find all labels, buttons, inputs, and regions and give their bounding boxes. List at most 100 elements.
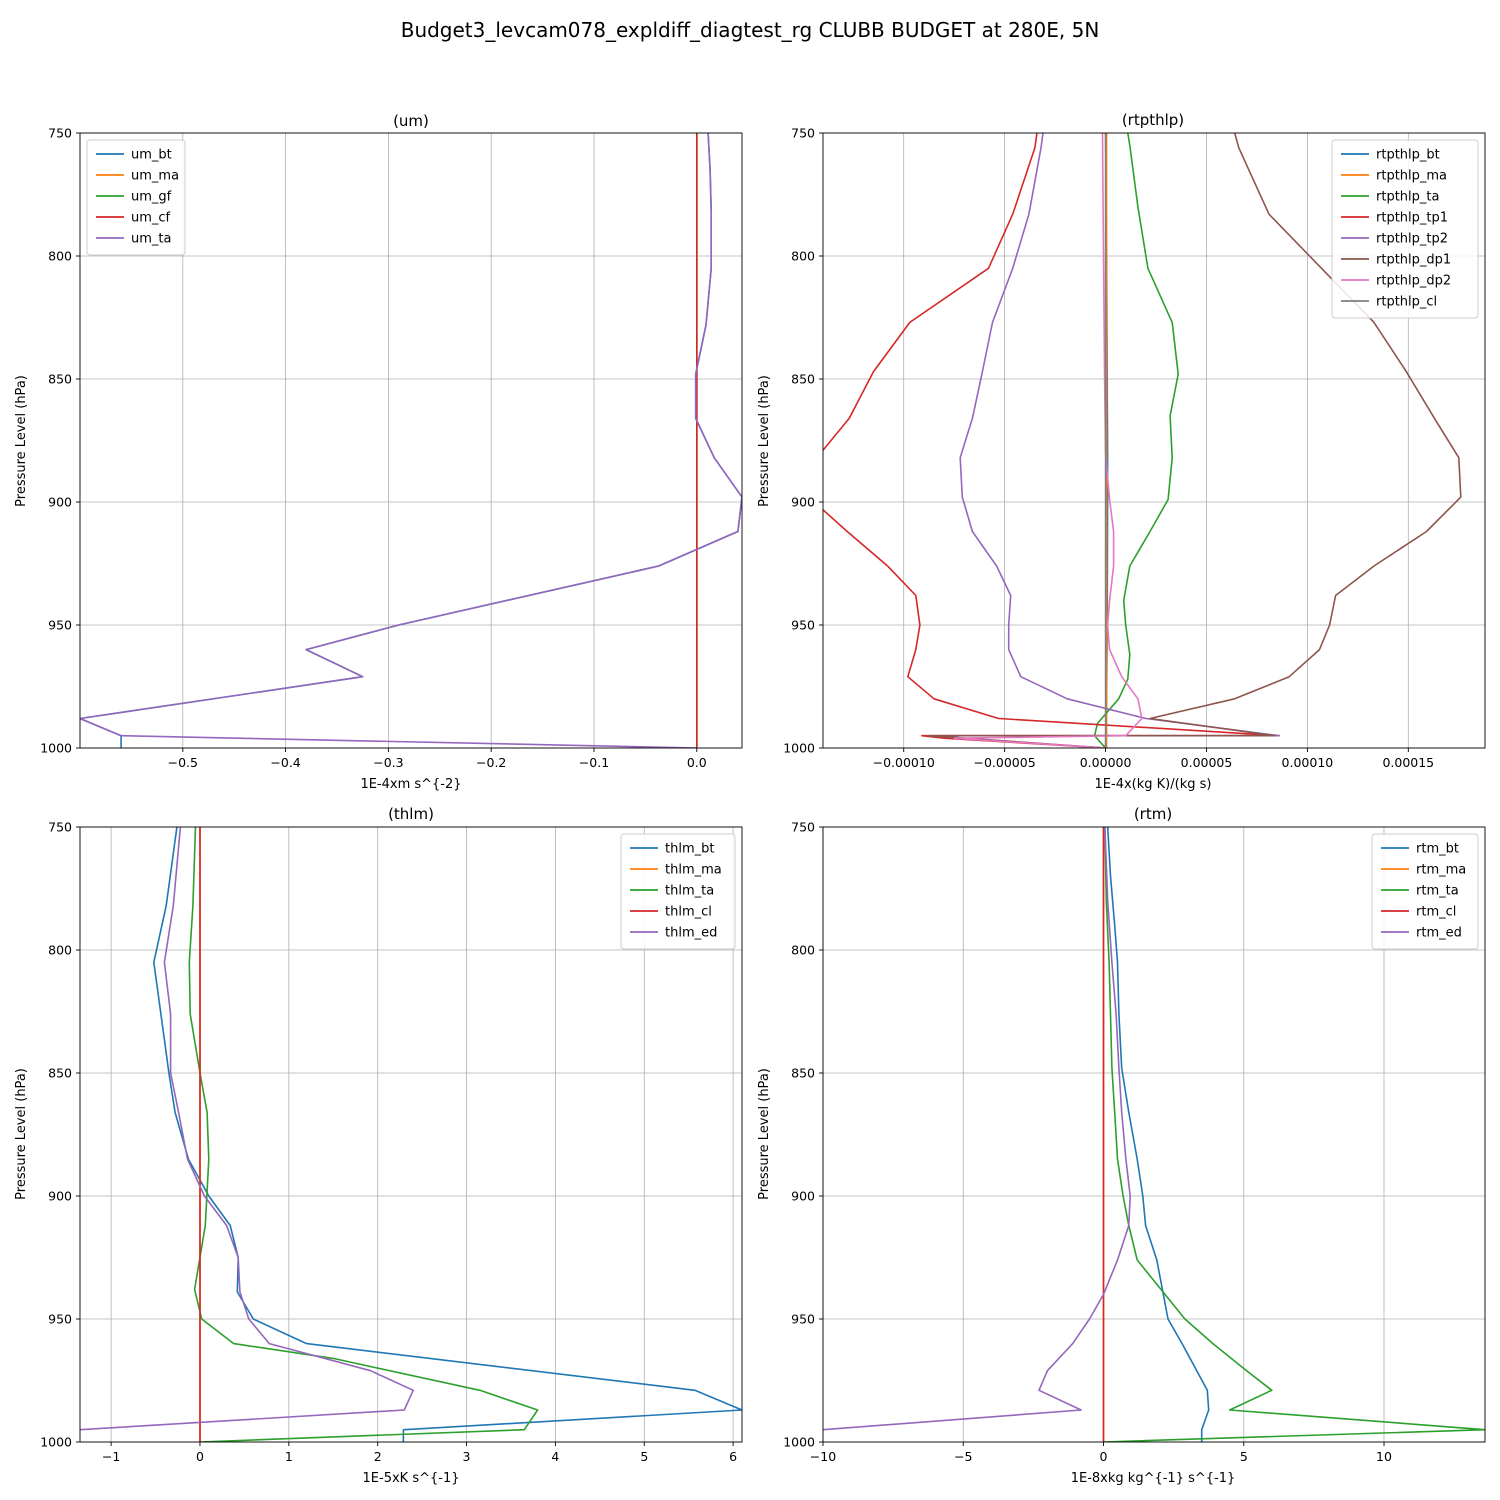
y-tick-label: 750 (791, 126, 815, 141)
x-axis-label: 1E-5xK s^{-1} (363, 1471, 460, 1486)
series-line-thlm_bt (153, 827, 742, 1442)
legend-label: rtpthlp_tp1 (1376, 211, 1448, 226)
legend-label: um_bt (131, 148, 172, 163)
legend-box (620, 833, 736, 950)
axes-frame (822, 826, 1486, 1443)
y-tick-label: 900 (791, 1189, 815, 1204)
y-tick-label: 850 (791, 1066, 815, 1081)
x-tick-label: 0.00015 (1382, 755, 1434, 770)
legend-label: rtpthlp_tp2 (1376, 232, 1448, 247)
legend-label: thlm_bt (665, 842, 714, 857)
y-tick-label: 1000 (783, 741, 815, 756)
legend: rtm_bt rtm_ma rtm_ta rtm_cl rtm_ed (1371, 833, 1479, 950)
x-tick-label: −5 (954, 1449, 972, 1464)
legend-label: um_ma (131, 169, 179, 184)
legend-label: um_ta (131, 232, 171, 247)
x-tick-label: 6 (729, 1449, 737, 1464)
legend-label: thlm_ma (665, 863, 722, 878)
legend-label: thlm_ta (665, 884, 714, 899)
y-tick-label: 950 (791, 618, 815, 633)
x-tick-label: −0.2 (476, 755, 506, 770)
x-tick-label: 10 (1376, 1449, 1392, 1464)
y-axis-label: Pressure Level (hPa) (757, 375, 772, 507)
x-tick-label: 0.0 (687, 755, 707, 770)
x-tick-label: 5 (1240, 1449, 1248, 1464)
series-line-rtpthlp_tp1 (823, 133, 1280, 748)
panel-rtm: (rtm) 1E-8xkg kg^{-1} s^{-1} Pressure Le… (757, 805, 1486, 1486)
legend: thlm_bt thlm_ma thlm_ta thlm_cl thlm_ed (620, 833, 736, 950)
x-tick-label: −0.5 (168, 755, 198, 770)
y-tick-label: 750 (48, 820, 72, 835)
axes-frame (79, 826, 743, 1443)
y-tick-label: 800 (791, 943, 815, 958)
x-tick-label: −1 (102, 1449, 120, 1464)
panel-um: (um) 1E-4xm s^{-2} Pressure Level (hPa) … (14, 112, 743, 792)
x-tick-label: 0.00010 (1282, 755, 1334, 770)
x-tick-label: 4 (551, 1449, 559, 1464)
legend-label: um_gf (131, 190, 172, 205)
y-tick-label: 950 (48, 618, 72, 633)
x-tick-label: −10 (810, 1449, 836, 1464)
panel-title: (rtpthlp) (1122, 111, 1184, 129)
legend-label: thlm_cl (665, 905, 712, 920)
y-tick-label: 800 (48, 249, 72, 264)
series-group (80, 133, 742, 748)
legend-label: thlm_ed (665, 926, 717, 941)
panel-rtpthlp: (rtpthlp) 1E-4x(kg K)/(kg s) Pressure Le… (757, 111, 1486, 792)
y-tick-label: 800 (791, 249, 815, 264)
legend-label: rtm_ed (1416, 926, 1462, 941)
panel-title: (um) (393, 112, 429, 130)
y-axis-label: Pressure Level (hPa) (757, 1068, 772, 1200)
x-tick-label: −0.1 (579, 755, 609, 770)
legend: rtpthlp_bt rtpthlp_ma rtpthlp_ta rtpthlp_tp… (1331, 139, 1479, 319)
y-tick-label: 900 (48, 1189, 72, 1204)
y-tick-label: 750 (791, 820, 815, 835)
legend-label: rtpthlp_cl (1376, 295, 1437, 310)
x-tick-label: 1 (285, 1449, 293, 1464)
y-tick-label: 850 (791, 372, 815, 387)
y-tick-label: 950 (791, 1312, 815, 1327)
y-tick-label: 1000 (40, 1435, 72, 1450)
x-tick-label: 0.00000 (1080, 755, 1132, 770)
y-tick-label: 1000 (783, 1435, 815, 1450)
x-tick-label: 0 (196, 1449, 204, 1464)
y-tick-label: 850 (48, 1066, 72, 1081)
figure-title: Budget3_levcam078_expldiff_diagtest_rg C… (401, 18, 1100, 42)
grid (80, 826, 742, 1443)
x-axis-label: 1E-8xkg kg^{-1} s^{-1} (1071, 1471, 1236, 1486)
x-tick-label: 5 (640, 1449, 648, 1464)
x-axis-label: 1E-4x(kg K)/(kg s) (1095, 777, 1212, 792)
y-axis-label: Pressure Level (hPa) (14, 1068, 29, 1200)
x-tick-label: −0.4 (270, 755, 300, 770)
series-line-thlm_ed (80, 827, 415, 1431)
series-group (823, 827, 1485, 1442)
x-axis-label: 1E-4xm s^{-2} (360, 777, 461, 792)
panel-title: (thlm) (388, 805, 434, 823)
x-tick-label: 0.00005 (1181, 755, 1233, 770)
x-tick-label: −0.00010 (873, 755, 935, 770)
x-tick-label: 2 (374, 1449, 382, 1464)
y-tick-label: 750 (48, 126, 72, 141)
panel-title: (rtm) (1134, 805, 1172, 823)
legend-label: rtpthlp_ta (1376, 190, 1439, 205)
x-tick-label: 0 (1100, 1449, 1108, 1464)
axes-frame (79, 132, 743, 749)
axes-frame (822, 132, 1486, 749)
series-group (80, 827, 742, 1442)
legend: um_bt um_ma um_gf um_cf um_ta (86, 139, 186, 256)
x-tick-label: 3 (463, 1449, 471, 1464)
y-tick-label: 900 (48, 495, 72, 510)
legend-label: um_cf (131, 211, 171, 226)
series-line-um_ta (80, 133, 742, 748)
x-tick-label: −0.3 (373, 755, 403, 770)
legend-label: rtpthlp_dp1 (1376, 253, 1451, 268)
y-tick-label: 900 (791, 495, 815, 510)
legend-box (1371, 833, 1479, 950)
y-tick-label: 1000 (40, 741, 72, 756)
y-axis-label: Pressure Level (hPa) (14, 375, 29, 507)
x-tick-label: −0.00005 (974, 755, 1036, 770)
legend-box (1331, 139, 1479, 319)
legend-label: rtm_bt (1416, 842, 1459, 857)
y-tick-label: 850 (48, 372, 72, 387)
legend-box (86, 139, 186, 256)
